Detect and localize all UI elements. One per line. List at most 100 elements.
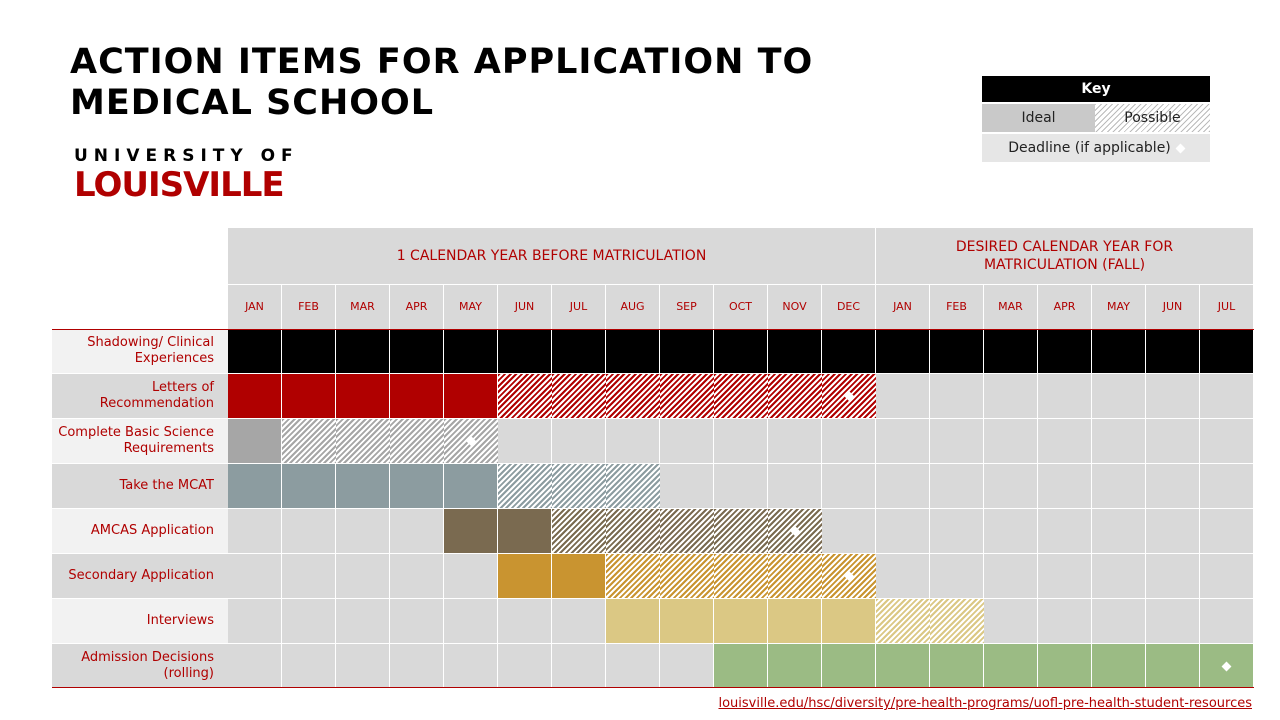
timeline-cell-ideal bbox=[444, 374, 497, 418]
timeline-cell-ideal bbox=[1200, 329, 1253, 373]
timeline-cell-empty bbox=[768, 419, 821, 463]
month-header: MAR bbox=[336, 285, 389, 329]
key-deadline-label: Deadline (if applicable) bbox=[1008, 140, 1171, 156]
timeline-cell-possible bbox=[822, 554, 876, 598]
timeline-cell-empty bbox=[228, 599, 281, 643]
timeline-cell-possible bbox=[660, 554, 714, 598]
timeline-cell-empty bbox=[336, 644, 389, 688]
timeline-cell-possible bbox=[768, 509, 822, 553]
timeline-cell-ideal bbox=[282, 374, 335, 418]
timeline-cell-empty bbox=[1092, 509, 1145, 553]
timeline-cell-empty bbox=[822, 419, 875, 463]
timeline-cell-possible bbox=[390, 419, 444, 463]
timeline-cell-ideal bbox=[876, 329, 929, 373]
timeline-cell-empty bbox=[1092, 554, 1145, 598]
timeline-cell-empty bbox=[552, 644, 605, 688]
timeline-cell-ideal bbox=[1038, 644, 1091, 688]
timeline-cell-empty bbox=[282, 509, 335, 553]
timeline-cell-ideal bbox=[390, 374, 443, 418]
timeline-cell-ideal bbox=[228, 374, 281, 418]
timeline-cell-ideal bbox=[1092, 644, 1145, 688]
timeline-cell-ideal bbox=[984, 329, 1037, 373]
timeline-cell-possible bbox=[606, 509, 660, 553]
row-label: Interviews bbox=[52, 599, 228, 643]
timeline-cell-ideal bbox=[930, 329, 983, 373]
timeline-cell-empty bbox=[1200, 599, 1253, 643]
timeline-cell-empty bbox=[876, 419, 929, 463]
timeline-cell-ideal bbox=[660, 599, 713, 643]
timeline-cell-ideal bbox=[1146, 644, 1199, 688]
timeline-cell-ideal bbox=[984, 644, 1037, 688]
timeline-cell-ideal bbox=[1200, 644, 1253, 688]
deadline-diamond-icon bbox=[844, 571, 854, 581]
month-header: DEC bbox=[822, 285, 875, 329]
timeline-cell-possible bbox=[336, 419, 390, 463]
deadline-diamond-icon bbox=[790, 526, 800, 536]
timeline-cell-possible bbox=[282, 419, 336, 463]
month-header: MAY bbox=[1092, 285, 1145, 329]
key-possible: Possible bbox=[1095, 104, 1210, 132]
timeline-cell-empty bbox=[1038, 599, 1091, 643]
timeline-cell-empty bbox=[1200, 374, 1253, 418]
timeline-cell-empty bbox=[390, 509, 443, 553]
timeline-cell-ideal bbox=[714, 329, 767, 373]
timeline-cell-empty bbox=[930, 374, 983, 418]
timeline-cell-possible bbox=[606, 554, 660, 598]
timeline-cell-ideal bbox=[1092, 329, 1145, 373]
month-header: NOV bbox=[768, 285, 821, 329]
timeline-cell-possible bbox=[606, 374, 660, 418]
timeline-cell-empty bbox=[876, 374, 929, 418]
timeline-cell-empty bbox=[1146, 419, 1199, 463]
row-label: Letters of Recommendation bbox=[52, 374, 228, 418]
timeline-cell-empty bbox=[1200, 554, 1253, 598]
month-header: APR bbox=[390, 285, 443, 329]
timeline-cell-empty bbox=[1038, 554, 1091, 598]
timeline-cell-empty bbox=[282, 554, 335, 598]
timeline-cell-ideal bbox=[606, 329, 659, 373]
timeline-cell-empty bbox=[1146, 599, 1199, 643]
timeline-cell-empty bbox=[984, 599, 1037, 643]
timeline-cell-empty bbox=[930, 509, 983, 553]
group-header: 1 CALENDAR YEAR BEFORE MATRICULATION bbox=[228, 228, 875, 284]
month-header: SEP bbox=[660, 285, 713, 329]
group-header: DESIRED CALENDAR YEAR FOR MATRICULATION … bbox=[876, 228, 1253, 284]
timeline-cell-ideal bbox=[822, 644, 875, 688]
timeline-cell-possible bbox=[714, 509, 768, 553]
timeline-cell-ideal bbox=[714, 599, 767, 643]
footer-link[interactable]: louisville.edu/hsc/diversity/pre-health-… bbox=[718, 696, 1252, 711]
timeline-cell-empty bbox=[228, 509, 281, 553]
timeline-cell-empty bbox=[984, 509, 1037, 553]
divider bbox=[52, 687, 1254, 688]
timeline-cell-empty bbox=[1038, 374, 1091, 418]
key-legend: Key Ideal Possible Deadline (if applicab… bbox=[982, 76, 1210, 162]
timeline-cell-empty bbox=[1146, 509, 1199, 553]
timeline-cell-empty bbox=[336, 599, 389, 643]
timeline-cell-empty bbox=[336, 554, 389, 598]
timeline-cell-empty bbox=[1092, 374, 1145, 418]
logo-line2: LOUISVILLE bbox=[74, 165, 285, 205]
timeline-cell-ideal bbox=[336, 464, 389, 508]
timeline-cell-empty bbox=[444, 644, 497, 688]
timeline-cell-possible bbox=[498, 374, 552, 418]
timeline-cell-ideal bbox=[606, 599, 659, 643]
timeline-cell-empty bbox=[984, 464, 1037, 508]
timeline-cell-empty bbox=[1038, 419, 1091, 463]
timeline-cell-ideal bbox=[768, 329, 821, 373]
timeline-cell-ideal bbox=[390, 329, 443, 373]
timeline-cell-empty bbox=[984, 554, 1037, 598]
timeline-cell-possible bbox=[930, 599, 984, 643]
timeline-cell-empty bbox=[552, 599, 605, 643]
timeline-cell-possible bbox=[768, 374, 822, 418]
timeline-cell-ideal bbox=[822, 329, 875, 373]
timeline-cell-empty bbox=[228, 554, 281, 598]
row-label: Secondary Application bbox=[52, 554, 228, 598]
timeline-cell-possible bbox=[444, 419, 498, 463]
timeline-cell-empty bbox=[1038, 509, 1091, 553]
timeline-cell-ideal bbox=[444, 509, 497, 553]
timeline-cell-empty bbox=[822, 464, 875, 508]
timeline-cell-empty bbox=[1092, 419, 1145, 463]
timeline-cell-possible bbox=[552, 374, 606, 418]
timeline-cell-possible bbox=[822, 374, 876, 418]
month-header: JUN bbox=[1146, 285, 1199, 329]
timeline-cell-empty bbox=[660, 419, 713, 463]
